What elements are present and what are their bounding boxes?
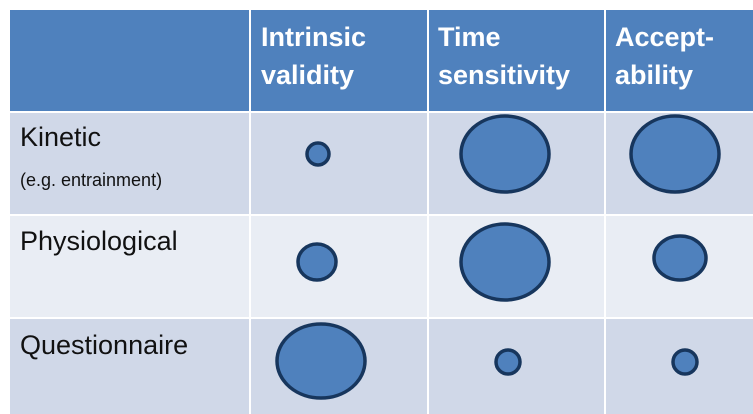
rating-circle xyxy=(275,322,367,400)
borders xyxy=(10,10,753,414)
row-label: Questionnaire xyxy=(20,330,188,360)
column-header: Accept- xyxy=(615,22,714,52)
rating-circle xyxy=(305,141,331,167)
column-header: Time xyxy=(438,22,501,52)
column-header: Intrinsic xyxy=(261,22,366,52)
row-label: Physiological xyxy=(20,226,178,256)
rating-circle xyxy=(459,222,551,302)
rating-circle xyxy=(671,348,699,376)
row-label: Kinetic xyxy=(20,122,101,152)
rating-circle xyxy=(296,242,338,282)
header-row xyxy=(10,10,753,112)
row-note: (e.g. entrainment) xyxy=(20,170,162,190)
column-header: sensitivity xyxy=(438,60,570,90)
rating-circle xyxy=(629,114,721,194)
row-bg xyxy=(10,112,753,215)
column-header: ability xyxy=(615,60,693,90)
column-header: validity xyxy=(261,60,354,90)
rating-circle xyxy=(494,348,522,376)
row-bg xyxy=(10,318,753,414)
rating-circle xyxy=(459,114,551,194)
row-bg xyxy=(10,215,753,318)
rating-circle xyxy=(652,234,708,282)
